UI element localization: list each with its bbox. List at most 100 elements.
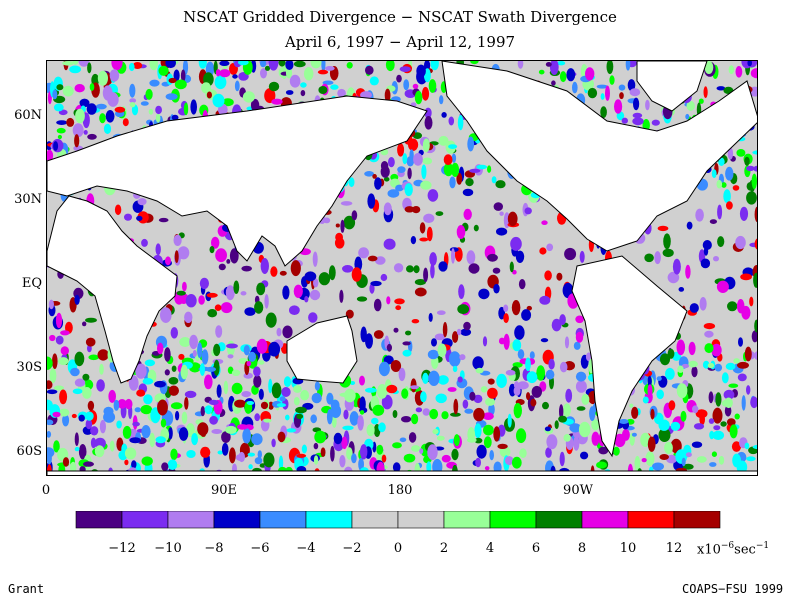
colorbar-tick-label: 6 (531, 541, 541, 556)
divergence-patch (161, 462, 169, 471)
divergence-patch (85, 337, 96, 347)
divergence-patch (645, 99, 650, 111)
divergence-patch (573, 436, 580, 451)
divergence-patch (248, 464, 253, 470)
divergence-patch (401, 388, 409, 399)
divergence-patch (672, 258, 681, 275)
divergence-patch (685, 452, 692, 458)
divergence-patch (559, 361, 568, 373)
colorbar-swatch (489, 511, 537, 529)
divergence-patch (356, 296, 368, 302)
divergence-patch (754, 206, 757, 223)
divergence-patch (591, 431, 600, 446)
divergence-patch (204, 405, 213, 415)
divergence-patch (474, 437, 483, 444)
divergence-patch (140, 404, 153, 415)
divergence-patch (49, 334, 56, 342)
units-exponent: −6 (720, 541, 735, 551)
divergence-patch (346, 62, 353, 69)
divergence-patch (721, 182, 727, 188)
divergence-patch (441, 454, 451, 463)
divergence-patch (413, 265, 420, 274)
divergence-patch (456, 328, 462, 336)
divergence-patch (519, 448, 527, 458)
divergence-patch (713, 256, 719, 262)
divergence-patch (422, 157, 433, 165)
divergence-patch (463, 208, 472, 220)
divergence-patch (129, 83, 136, 98)
divergence-patch (181, 411, 188, 424)
divergence-patch (271, 98, 283, 105)
divergence-patch (341, 436, 348, 450)
divergence-patch (416, 64, 426, 78)
divergence-patch (587, 87, 598, 99)
divergence-patch (55, 335, 64, 345)
divergence-patch (736, 149, 746, 157)
colorbar-swatch (397, 511, 445, 529)
map-panel (46, 60, 758, 476)
divergence-patch (487, 387, 498, 399)
divergence-patch (114, 106, 126, 113)
divergence-patch (427, 444, 438, 461)
divergence-patch (435, 393, 447, 404)
divergence-patch (369, 76, 379, 86)
divergence-patch (540, 338, 549, 343)
divergence-patch (254, 301, 264, 314)
divergence-patch (155, 243, 161, 256)
divergence-patch (282, 325, 293, 339)
divergence-patch (248, 351, 256, 362)
divergence-patch (746, 456, 756, 462)
divergence-patch (48, 299, 54, 310)
divergence-patch (575, 371, 587, 382)
divergence-patch (703, 246, 709, 256)
divergence-patch (184, 311, 193, 323)
units-exponent-2: −1 (755, 541, 770, 551)
divergence-patch (754, 351, 757, 361)
divergence-patch (408, 432, 417, 443)
divergence-patch (403, 453, 416, 463)
divergence-patch (53, 103, 64, 112)
divergence-patch (276, 327, 282, 337)
divergence-patch (735, 66, 743, 78)
divergence-patch (496, 373, 507, 388)
divergence-patch (365, 333, 373, 349)
divergence-patch (681, 457, 686, 467)
divergence-patch (438, 135, 449, 146)
divergence-patch (360, 326, 367, 343)
divergence-patch (420, 180, 432, 190)
divergence-patch (613, 446, 620, 456)
divergence-patch (732, 185, 740, 191)
divergence-patch (698, 98, 704, 104)
divergence-patch (575, 315, 584, 324)
divergence-patch (386, 296, 391, 305)
divergence-patch (709, 219, 718, 225)
divergence-patch (414, 287, 427, 297)
divergence-patch (243, 345, 250, 356)
colorbar-swatch (305, 511, 353, 529)
divergence-patch (695, 409, 708, 419)
divergence-patch (47, 389, 58, 395)
divergence-patch (629, 403, 634, 408)
divergence-patch (724, 405, 732, 417)
divergence-patch (197, 422, 209, 436)
continent-australia (286, 315, 358, 384)
divergence-patch (349, 411, 359, 426)
divergence-patch (726, 201, 733, 210)
divergence-patch (285, 90, 294, 95)
colorbar-swatch (167, 511, 215, 529)
divergence-patch (260, 258, 269, 274)
divergence-patch (102, 85, 113, 101)
divergence-patch (562, 403, 571, 417)
divergence-patch (467, 136, 475, 152)
divergence-patch (383, 238, 396, 250)
divergence-patch (330, 445, 335, 462)
divergence-patch (386, 343, 392, 352)
divergence-patch (625, 61, 631, 71)
divergence-patch (662, 248, 674, 258)
divergence-patch (240, 291, 247, 296)
divergence-patch (453, 398, 459, 415)
divergence-patch (183, 102, 189, 116)
divergence-patch (185, 294, 197, 308)
divergence-patch (264, 294, 269, 309)
divergence-patch (95, 103, 107, 110)
